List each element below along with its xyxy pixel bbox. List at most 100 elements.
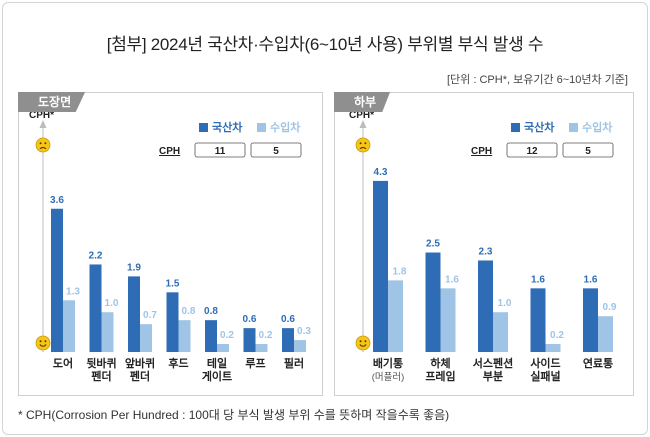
- bar-value-label: 1.6: [445, 274, 459, 285]
- bar-domestic: [51, 208, 63, 352]
- legend-swatch: [199, 123, 208, 132]
- bar-domestic: [425, 252, 441, 352]
- panel-tab: 하부: [334, 92, 391, 112]
- category-label: 뒷바퀴: [86, 356, 116, 370]
- cph-total-box: [194, 142, 246, 158]
- bar-domestic: [478, 260, 493, 352]
- cph-total-value: 5: [273, 146, 279, 157]
- category-label: 실패널: [530, 369, 560, 383]
- face-eye: [359, 142, 362, 145]
- face-eye: [44, 340, 47, 343]
- bar-domestic: [373, 180, 388, 352]
- bar-value-label: 1.8: [393, 266, 407, 277]
- bar-value-label: 1.0: [498, 298, 512, 309]
- category-label: 부분: [483, 370, 503, 383]
- category-label: 연료통: [583, 356, 613, 370]
- y-axis-label: CPH*: [349, 110, 374, 121]
- legend-swatch: [257, 123, 266, 132]
- cph-total-box: [562, 142, 614, 158]
- face-frown: [359, 146, 367, 150]
- cph-label: CPH: [159, 146, 180, 157]
- bar-value-label: 0.2: [259, 330, 273, 341]
- category-label: 배기통: [373, 356, 403, 370]
- bar-imported: [440, 288, 456, 352]
- face-eye: [39, 142, 42, 145]
- bar-value-label: 1.6: [531, 274, 545, 285]
- cph-total-value: 11: [215, 146, 226, 157]
- bar-domestic: [243, 328, 256, 352]
- legend-label: 수입차: [582, 120, 613, 134]
- bar-imported: [178, 320, 191, 352]
- bar-imported: [493, 312, 508, 352]
- bar-value-label: 0.8: [182, 306, 196, 317]
- bar-domestic: [530, 288, 546, 352]
- footnote: * CPH(Corrosion Per Hundred : 100대 당 부식 …: [18, 408, 450, 422]
- bar-value-label: 0.3: [297, 326, 311, 337]
- happy-face-icon: [355, 335, 371, 351]
- category-label: (머플러): [372, 372, 405, 383]
- category-label: 루프: [245, 357, 265, 370]
- legend-label: 수입차: [270, 120, 301, 134]
- bar-value-label: 0.2: [550, 330, 564, 341]
- category-label: 앞바퀴: [125, 356, 155, 370]
- y-axis-label: CPH*: [29, 110, 54, 121]
- bar-value-label: 2.2: [89, 250, 103, 261]
- bar-value-label: 4.3: [374, 167, 388, 178]
- bar-imported: [63, 300, 75, 352]
- bar-value-label: 0.9: [603, 302, 617, 313]
- legend-label: 국산차: [212, 120, 243, 134]
- category-label: 펜더: [91, 369, 111, 383]
- cph-total-value: 5: [585, 146, 591, 157]
- bar-imported: [217, 344, 229, 352]
- face-circle: [355, 137, 371, 153]
- category-label: 하체: [430, 356, 450, 370]
- category-label: 테일: [207, 356, 227, 370]
- category-label: 프레임: [425, 369, 455, 383]
- category-label: 후드: [168, 356, 188, 370]
- y-axis-arrow: [39, 120, 47, 128]
- face-smile: [359, 344, 367, 347]
- cph-total-box: [250, 142, 302, 158]
- bar-imported: [101, 312, 114, 352]
- bar-domestic: [583, 288, 598, 352]
- category-label: 필러: [284, 356, 304, 370]
- bar-imported: [294, 340, 306, 352]
- legend-swatch: [569, 123, 578, 132]
- category-label: 펜더: [130, 369, 150, 383]
- bar-value-label: 0.6: [281, 314, 295, 325]
- bar-value-label: 1.5: [166, 278, 180, 289]
- bar-value-label: 0.7: [143, 310, 157, 321]
- bar-imported: [388, 280, 403, 352]
- legend-swatch: [511, 123, 520, 132]
- bar-value-label: 1.9: [127, 262, 141, 273]
- face-circle: [35, 137, 51, 153]
- face-frown: [39, 146, 47, 150]
- category-label: 서스펜션: [473, 356, 513, 370]
- happy-face-icon: [35, 335, 51, 351]
- bar-value-label: 0.2: [220, 330, 234, 341]
- bar-imported: [140, 324, 152, 352]
- bar-value-label: 2.5: [426, 239, 440, 250]
- sad-face-icon: [355, 137, 371, 153]
- unit-note: [단위 : CPH*, 보유기간 6~10년차 기준]: [447, 74, 628, 86]
- paint-panel: 도장면 CPH* 국산차 수입차 CPH 11 5 3.6 1.3 도어 2.2 1.0 뒷바퀴 펜더 1…: [18, 92, 323, 396]
- panel-tab: 도장면: [18, 92, 86, 112]
- category-label: 도어: [53, 356, 73, 370]
- bar-domestic: [282, 328, 294, 352]
- face-eye: [39, 340, 42, 343]
- bar-value-label: 1.6: [584, 274, 598, 285]
- bar-imported: [545, 344, 561, 352]
- cph-total-box: [506, 142, 558, 158]
- bar-value-label: 0.8: [204, 306, 218, 317]
- category-label: 게이트: [202, 369, 232, 383]
- face-eye: [364, 340, 367, 343]
- underbody-chart: CPH* 국산차 수입차 CPH 12 5 4.3 1.8 배기통 (머플러) 2.5 1.6 하체프레…: [349, 110, 617, 383]
- bar-value-label: 0.6: [243, 314, 257, 325]
- bar-domestic: [205, 320, 217, 352]
- bar-value-label: 1.3: [66, 286, 80, 297]
- underbody-panel: 하부 CPH* 국산차 수입차 CPH 12 5 4.3 1.8 배기통 (머플러) 2.5 1.6 하…: [334, 92, 634, 396]
- y-axis-arrow: [359, 120, 367, 128]
- face-circle: [355, 335, 371, 351]
- face-circle: [35, 335, 51, 351]
